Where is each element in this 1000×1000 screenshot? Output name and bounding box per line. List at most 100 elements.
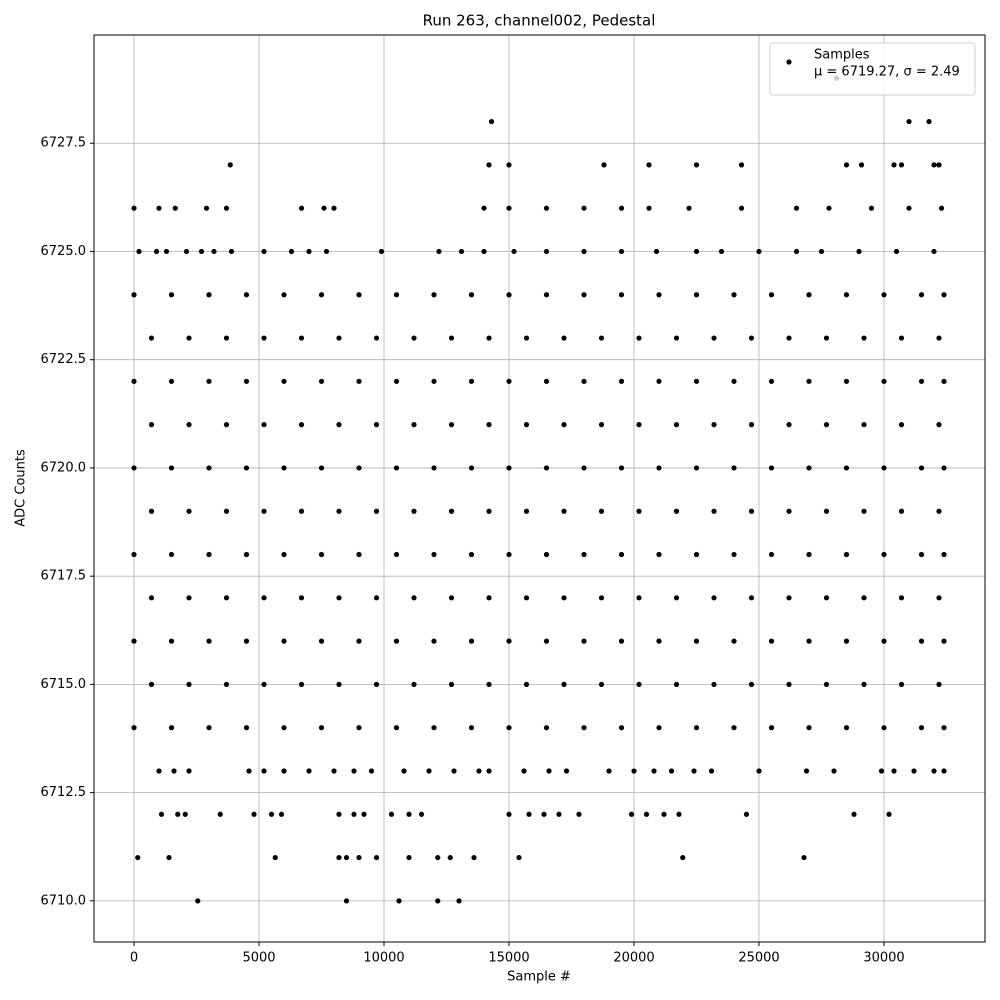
data-point [281,292,287,298]
data-point [731,292,737,298]
data-point [673,335,680,341]
data-point [731,725,737,731]
data-point [447,854,453,861]
data-point [388,811,395,817]
data-point [331,205,337,211]
data-point [826,205,832,211]
data-point [856,248,862,255]
data-point [748,422,755,428]
data-point [581,725,587,731]
data-point [636,335,642,341]
data-point [898,681,905,688]
data-point [543,551,550,558]
data-point [936,422,942,428]
data-point [186,595,192,601]
x-tick-label: 10000 [363,951,404,966]
data-point [351,811,357,817]
data-point [748,681,755,688]
data-point [823,335,830,341]
legend-note: μ = 6719.27, σ = 2.49 [814,65,960,80]
data-point [918,292,925,298]
data-point [456,898,462,904]
data-point [823,422,830,428]
data-point [298,422,305,428]
data-point [506,292,512,298]
data-point [843,551,850,558]
data-point [223,422,230,428]
data-point [131,205,137,211]
data-point [768,725,775,731]
data-point [281,465,287,471]
data-point [881,725,887,731]
data-point [711,422,717,428]
data-point [543,205,550,211]
data-point [861,335,867,341]
data-point [618,725,625,731]
data-point [468,378,475,384]
x-tick-label: 0 [130,951,138,966]
data-point [931,162,937,168]
data-point [153,248,160,255]
data-point [168,638,175,644]
data-point [506,638,512,644]
data-point [818,248,825,255]
data-point [186,768,192,774]
data-point [261,681,267,688]
data-point [336,681,342,688]
data-point [195,898,201,904]
y-tick-label: 6720.0 [41,460,87,475]
data-point [563,768,570,774]
data-point [281,638,287,644]
data-point [693,162,700,168]
data-point [786,595,792,601]
data-point [636,681,642,688]
data-point [206,465,212,471]
data-point [396,898,402,904]
data-point [131,378,137,384]
data-point [206,378,212,384]
data-point [653,248,660,255]
data-point [468,638,475,644]
y-tick-label: 6727.5 [41,136,87,151]
data-point [646,205,652,211]
data-point [768,465,775,471]
y-tick-label: 6712.5 [41,785,87,800]
data-point [743,811,750,817]
data-point [336,811,342,817]
data-point [223,335,230,341]
data-point [636,595,642,601]
data-point [506,811,512,817]
data-point [898,422,905,428]
data-point [223,595,230,601]
data-point [486,162,492,168]
data-point [481,205,487,211]
data-point [806,638,812,644]
data-point [643,811,650,817]
data-point [476,768,482,774]
data-point [298,205,305,211]
data-point [148,422,155,428]
data-point [468,292,475,298]
data-point [911,768,917,774]
data-point [166,854,172,861]
data-point [941,378,947,384]
x-tick-label: 20000 [613,951,654,966]
data-point [618,551,625,558]
data-point [938,205,945,211]
data-point [243,638,250,644]
data-point [336,422,342,428]
data-point [171,768,177,774]
data-point [718,248,725,255]
data-point [131,292,137,298]
data-point [756,768,762,774]
data-point [898,508,905,514]
data-point [298,681,305,688]
x-tick-label: 15000 [488,951,529,966]
data-point [646,162,652,168]
data-point [168,551,175,558]
data-point [893,248,900,255]
data-point [738,162,745,168]
data-point [731,638,737,644]
